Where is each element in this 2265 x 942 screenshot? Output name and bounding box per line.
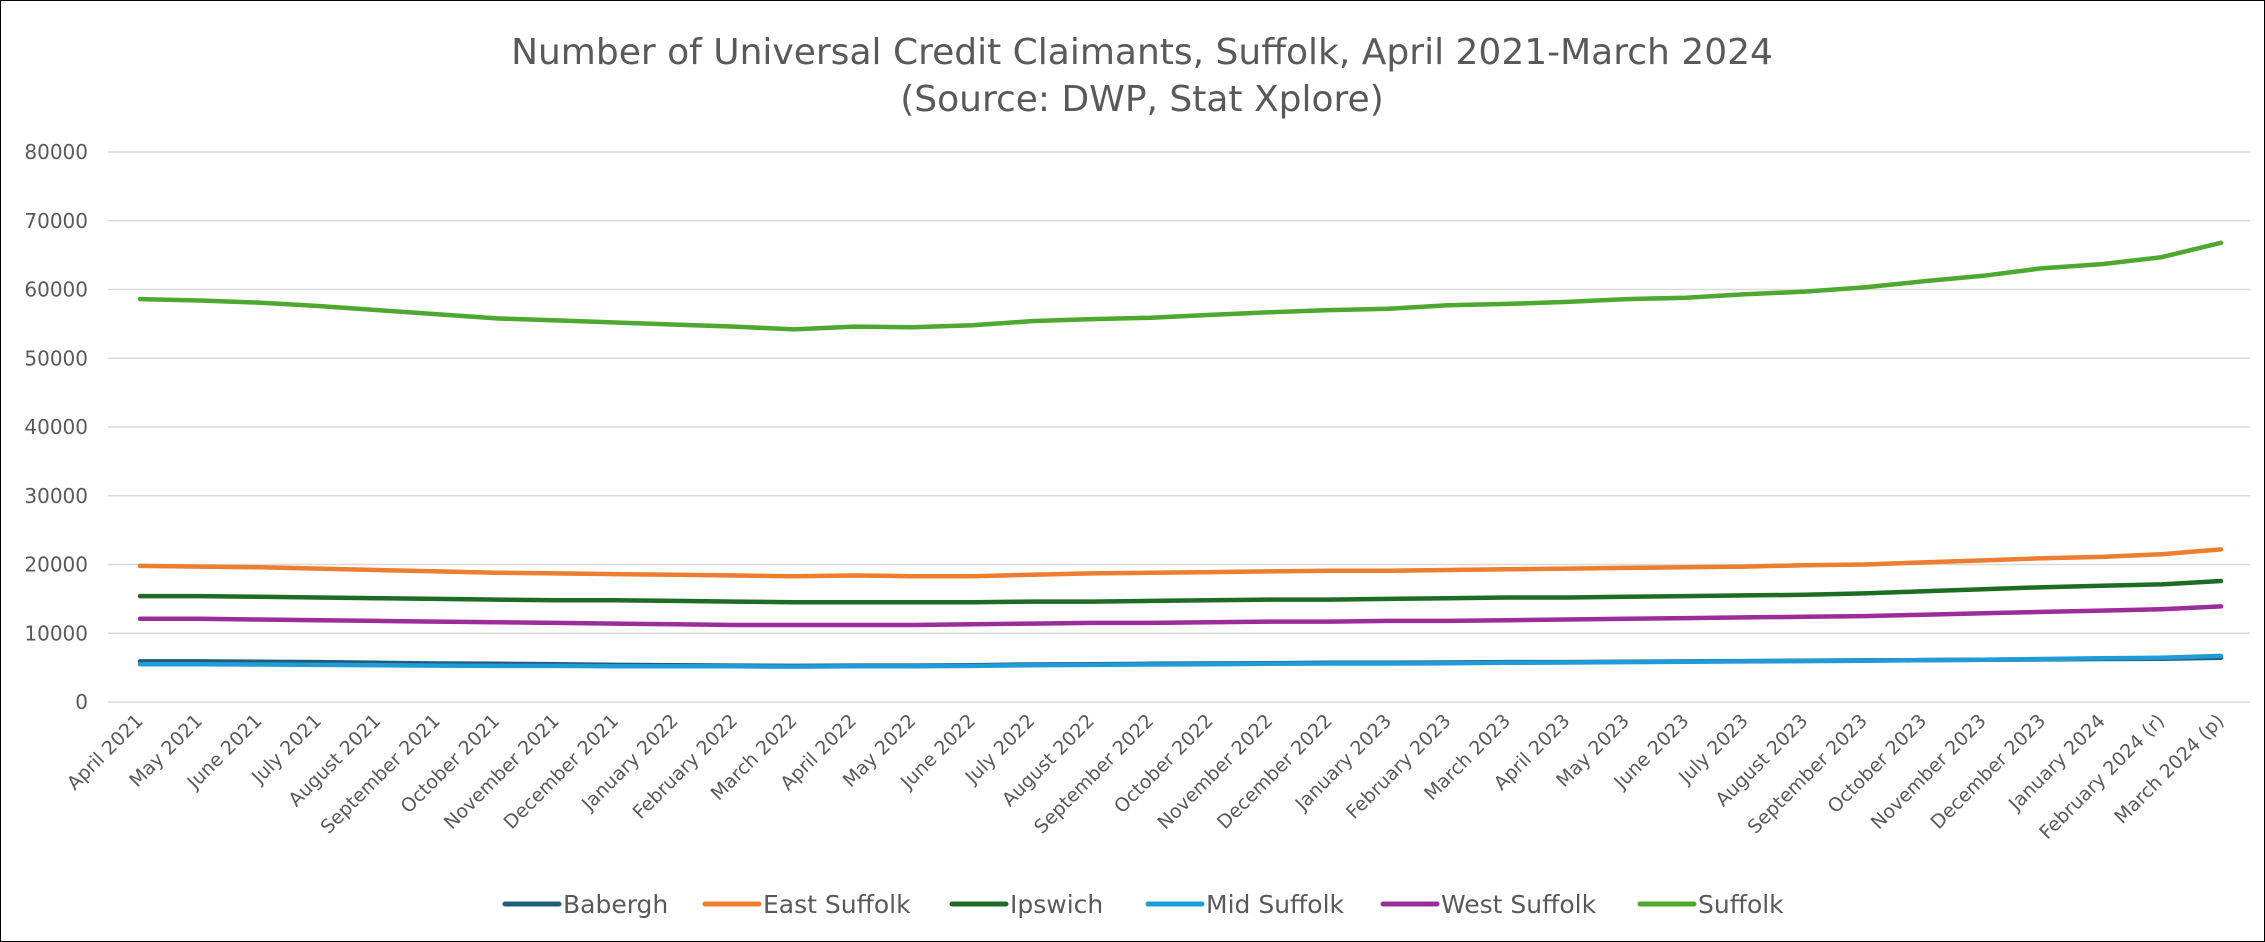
y-tick-label: 60000 bbox=[24, 278, 88, 302]
series-line-ipswich bbox=[137, 578, 2224, 605]
series-lines bbox=[137, 240, 2224, 669]
y-tick-label: 50000 bbox=[24, 346, 88, 370]
series-line-west-suffolk bbox=[137, 604, 2224, 628]
series-line-suffolk bbox=[137, 240, 2224, 332]
series-line-east-suffolk bbox=[137, 547, 2224, 579]
chart-subtitle: (Source: DWP, Stat Xplore) bbox=[900, 79, 1384, 120]
y-tick-label: 0 bbox=[75, 690, 88, 714]
y-tick-label: 10000 bbox=[24, 621, 88, 645]
x-tick-label: February 2022 bbox=[629, 710, 743, 824]
y-tick-label: 30000 bbox=[24, 484, 88, 508]
y-axis-ticks: 0 10000 20000 30000 40000 50000 60000 70000 8000… bbox=[24, 140, 88, 714]
x-tick-label: February 2023 bbox=[1342, 710, 1456, 824]
legend-label: Babergh bbox=[563, 890, 668, 919]
y-tick-label: 40000 bbox=[24, 415, 88, 439]
legend-label: East Suffolk bbox=[763, 890, 911, 919]
gridlines bbox=[108, 151, 2250, 703]
chart-title: Number of Universal Credit Claimants, Su… bbox=[511, 32, 1773, 73]
y-tick-label: 80000 bbox=[24, 140, 88, 164]
legend-label: Ipswich bbox=[1010, 890, 1103, 919]
legend-label: West Suffolk bbox=[1441, 890, 1597, 919]
legend-label: Suffolk bbox=[1698, 890, 1784, 919]
y-tick-label: 20000 bbox=[24, 553, 88, 577]
y-tick-label: 70000 bbox=[24, 209, 88, 233]
legend-label: Mid Suffolk bbox=[1206, 890, 1345, 919]
legend: Babergh East Suffolk Ipswich Mid Suffolk Wes… bbox=[502, 890, 1784, 919]
x-tick-label: March 2024 (p) bbox=[2110, 710, 2228, 828]
series-line-mid-suffolk bbox=[137, 653, 2224, 669]
